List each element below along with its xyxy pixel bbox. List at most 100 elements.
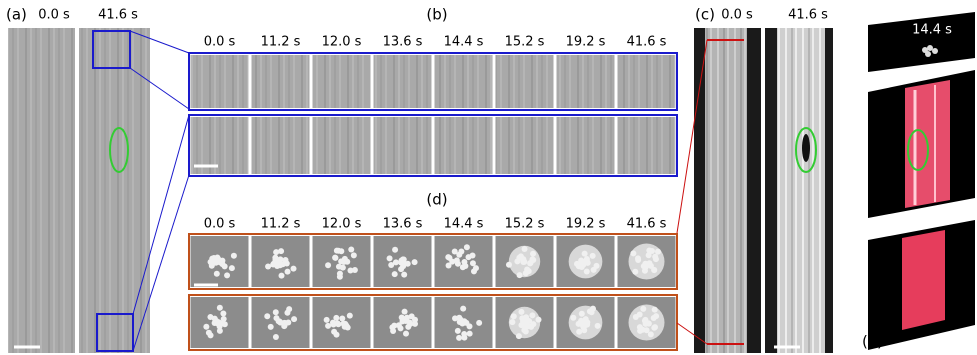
particle	[402, 309, 408, 315]
particle	[284, 310, 290, 316]
particle	[584, 322, 590, 328]
particle	[333, 315, 339, 321]
tile	[313, 55, 371, 108]
particle	[324, 317, 330, 323]
time-label: 19.2 s	[566, 217, 606, 232]
time-label: 0.0 s	[721, 8, 753, 23]
particle	[581, 327, 587, 333]
particle	[325, 262, 331, 268]
particle	[536, 317, 542, 323]
particle	[452, 249, 458, 255]
time-label: 14.4 s	[912, 23, 952, 38]
fiber-bundle	[902, 230, 945, 330]
tile	[618, 55, 676, 108]
particle	[637, 328, 643, 334]
particle	[530, 251, 536, 257]
particle	[648, 263, 654, 269]
particle	[220, 310, 226, 316]
particle	[460, 306, 466, 312]
time-label: 15.2 s	[505, 217, 545, 232]
tile	[557, 117, 615, 174]
particle	[388, 262, 394, 268]
time-label: 0.0 s	[38, 8, 70, 23]
particle	[348, 246, 354, 252]
particle	[653, 256, 659, 262]
particle	[648, 331, 654, 337]
particle	[214, 271, 220, 277]
particle	[523, 314, 529, 320]
ct-image	[777, 28, 825, 353]
particle	[633, 314, 639, 320]
time-label: 0.0 s	[204, 217, 236, 232]
time-label: 12.0 s	[322, 35, 362, 50]
tile	[252, 55, 310, 108]
particle	[215, 320, 221, 326]
time-label: 41.6 s	[627, 35, 667, 50]
particle	[231, 253, 237, 259]
particle	[632, 269, 638, 275]
time-label: 13.6 s	[383, 35, 423, 50]
particle	[219, 258, 225, 264]
particle	[222, 263, 228, 269]
tile	[496, 117, 554, 174]
particle	[518, 309, 524, 315]
time-label: 15.2 s	[505, 35, 545, 50]
particle	[335, 321, 341, 327]
particle	[582, 251, 588, 257]
particle	[456, 335, 462, 341]
particle	[264, 313, 270, 319]
particle	[652, 324, 658, 330]
tile	[618, 117, 676, 174]
particle	[282, 257, 288, 263]
time-label: 13.6 s	[383, 217, 423, 232]
particle	[630, 250, 636, 256]
particle	[645, 320, 651, 326]
particle	[518, 322, 524, 328]
particle	[455, 328, 461, 334]
particle	[466, 254, 472, 260]
particle	[462, 263, 468, 269]
tile	[435, 55, 493, 108]
time-label: 41.6 s	[627, 217, 667, 232]
particle	[351, 252, 357, 258]
panel-label: (d)	[426, 191, 447, 209]
time-label: 11.2 s	[261, 35, 301, 50]
particle	[404, 315, 410, 321]
particle	[522, 246, 528, 252]
particle	[217, 328, 223, 334]
pore	[802, 134, 810, 162]
particle	[347, 267, 353, 273]
particle	[281, 323, 287, 329]
particle	[213, 260, 219, 266]
particle	[461, 331, 467, 337]
particle	[511, 313, 517, 319]
particle	[584, 268, 590, 274]
particle	[471, 268, 477, 274]
figure: (a) 0.0 s 41.6 s (b) (d) 0.0 s11.2 s12.0…	[0, 0, 977, 355]
tile	[435, 117, 493, 174]
particle	[580, 262, 586, 268]
particle	[340, 265, 346, 271]
particle	[203, 324, 209, 330]
tile	[496, 55, 554, 108]
particle	[265, 264, 271, 270]
particle	[506, 262, 512, 268]
particle	[325, 323, 331, 329]
time-label: 0.0 s	[204, 35, 236, 50]
particle	[224, 272, 230, 278]
particle	[641, 263, 647, 269]
time-label: 19.2 s	[566, 35, 606, 50]
time-label: 14.4 s	[444, 217, 484, 232]
particle	[590, 253, 596, 259]
particle	[285, 269, 291, 275]
particle	[207, 314, 213, 320]
particle	[589, 309, 595, 315]
particle	[401, 272, 407, 278]
particle	[273, 309, 279, 315]
particle	[268, 324, 274, 330]
tile	[252, 117, 310, 174]
slice	[868, 12, 975, 72]
tile	[191, 55, 249, 108]
particle	[464, 244, 470, 250]
xray-image	[8, 28, 75, 353]
